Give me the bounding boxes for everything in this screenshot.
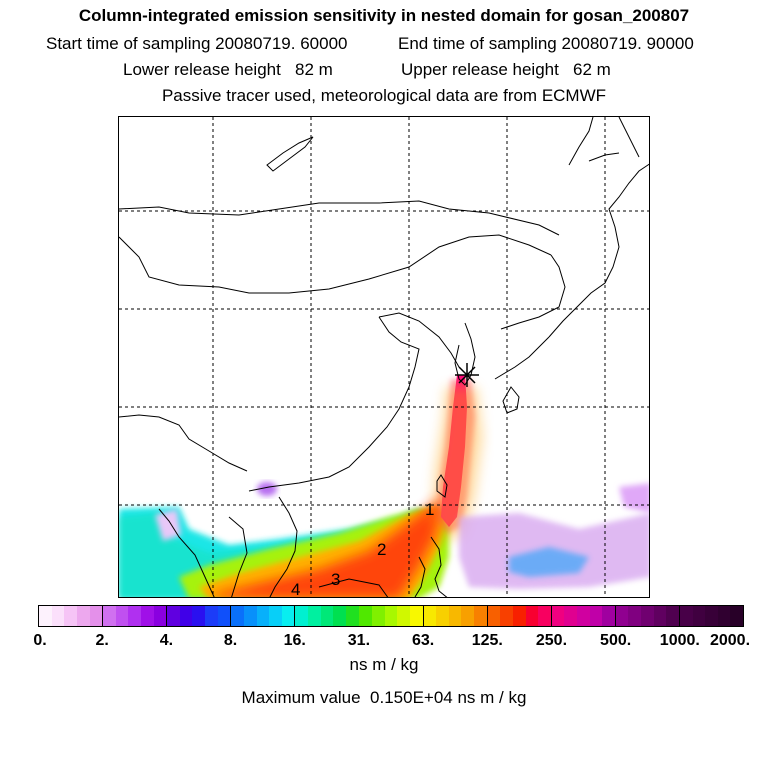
colorbar-swatch <box>76 606 90 626</box>
colorbar-tick-label: 2. <box>95 632 109 649</box>
colorbar-swatch <box>243 606 257 626</box>
emission-field <box>119 375 649 597</box>
day-label-1: 1 <box>425 500 434 519</box>
colorbar-swatch <box>717 606 731 626</box>
colorbar-swatch <box>51 606 65 626</box>
colorbar-swatch <box>692 606 706 626</box>
colorbar-segment <box>103 606 168 626</box>
colorbar-tick-label: 16. <box>283 632 306 649</box>
colorbar-tick-label: 125. <box>471 632 503 649</box>
colorbar-swatch <box>615 606 629 626</box>
colorbar-swatch <box>295 606 308 626</box>
colorbar-swatch <box>64 606 77 626</box>
colorbar-swatch <box>679 606 693 626</box>
colorbar-swatch <box>436 606 449 626</box>
colorbar-swatch <box>666 606 679 626</box>
colorbar-swatch <box>179 606 193 626</box>
colorbar <box>38 605 744 627</box>
colorbar-tick-label: 2000. <box>709 632 751 649</box>
colorbar-tick-label: 250. <box>535 632 568 649</box>
units-label: ns m / kg <box>349 655 419 674</box>
colorbar-swatch <box>103 606 116 626</box>
colorbar-swatch <box>397 606 410 626</box>
colorbar-swatch <box>269 606 282 626</box>
colorbar-segment <box>295 606 360 626</box>
colorbar-swatch <box>589 606 603 626</box>
colorbar-swatch <box>167 606 180 626</box>
colorbar-swatch <box>705 606 718 626</box>
coastlines <box>119 117 649 597</box>
colorbar-swatch <box>564 606 577 626</box>
page-title: Column-integrated emission sensitivity i… <box>78 6 690 25</box>
colorbar-swatch <box>39 606 52 626</box>
colorbar-swatch <box>641 606 654 626</box>
day-label-4: 4 <box>291 580 300 598</box>
colorbar-swatch <box>359 606 373 626</box>
map-panel: 1 2 3 4 <box>118 116 650 598</box>
start-time-label: Start time of sampling 20080719. 60000 <box>46 34 348 53</box>
colorbar-swatch <box>153 606 167 626</box>
release-point-marker <box>455 363 479 387</box>
colorbar-swatch <box>512 606 526 626</box>
colorbar-swatch <box>474 606 487 626</box>
colorbar-swatch <box>140 606 154 626</box>
colorbar-swatch <box>730 606 744 626</box>
max-value-label: Maximum value 0.150E+04 ns m / kg <box>241 688 527 707</box>
colorbar-segment <box>423 606 488 626</box>
colorbar-swatch <box>115 606 129 626</box>
colorbar-swatch <box>89 606 103 626</box>
colorbar-swatch <box>308 606 321 626</box>
colorbar-swatch <box>448 606 462 626</box>
colorbar-tick-label: 63. <box>411 632 435 649</box>
day-label-2: 2 <box>377 540 386 559</box>
colorbar-swatch <box>384 606 398 626</box>
colorbar-segment <box>167 606 232 626</box>
day-labels: 1 2 3 4 <box>291 500 434 598</box>
colorbar-swatch <box>602 606 615 626</box>
lower-release-label: Lower release height 82 m <box>123 60 333 79</box>
colorbar-tick-label: 1000. <box>659 632 700 649</box>
colorbar-swatch <box>192 606 206 626</box>
colorbar-swatch <box>256 606 270 626</box>
upper-release-label: Upper release height 62 m <box>401 60 611 79</box>
colorbar-segment <box>551 606 616 626</box>
colorbar-swatch <box>281 606 295 626</box>
colorbar-swatch <box>525 606 539 626</box>
colorbar-swatch <box>577 606 590 626</box>
colorbar-swatch <box>409 606 423 626</box>
colorbar-segment <box>679 606 744 626</box>
end-time-label: End time of sampling 20080719. 90000 <box>398 34 694 53</box>
colorbar-segment <box>231 606 296 626</box>
colorbar-swatch <box>128 606 141 626</box>
map-svg: 1 2 3 4 <box>119 117 649 598</box>
colorbar-swatch <box>333 606 346 626</box>
colorbar-swatch <box>217 606 231 626</box>
colorbar-swatch <box>205 606 218 626</box>
day-label-3: 3 <box>331 570 340 589</box>
colorbar-swatch <box>320 606 334 626</box>
colorbar-segment <box>39 606 104 626</box>
colorbar-swatch <box>487 606 501 626</box>
colorbar-swatch <box>372 606 385 626</box>
colorbar-swatch <box>538 606 551 626</box>
colorbar-swatch <box>628 606 642 626</box>
info-label: Passive tracer used, meteorological data… <box>161 86 607 105</box>
colorbar-swatch <box>653 606 667 626</box>
colorbar-segment <box>487 606 552 626</box>
colorbar-swatch <box>423 606 437 626</box>
colorbar-tick-label: 0. <box>33 632 47 649</box>
colorbar-tick-label: 8. <box>223 632 238 649</box>
colorbar-tick-label: 4. <box>159 632 174 649</box>
grid-lines <box>119 117 649 597</box>
colorbar-segment <box>359 606 424 626</box>
colorbar-segment <box>615 606 680 626</box>
colorbar-swatch <box>551 606 565 626</box>
colorbar-swatch <box>461 606 475 626</box>
colorbar-tick-label: 31. <box>347 632 371 649</box>
colorbar-swatch <box>231 606 244 626</box>
colorbar-tick-label: 500. <box>600 632 632 649</box>
colorbar-swatch <box>345 606 359 626</box>
colorbar-swatch <box>500 606 513 626</box>
